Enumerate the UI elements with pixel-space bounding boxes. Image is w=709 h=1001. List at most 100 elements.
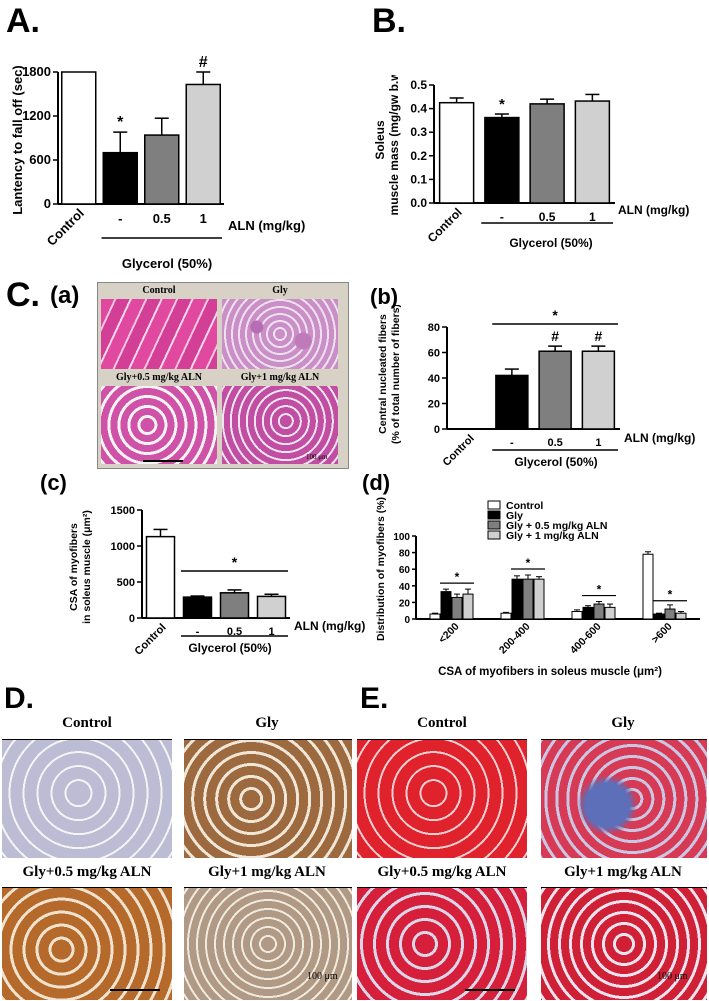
chart-b-y-tick-label: 0.1 bbox=[410, 172, 427, 186]
chart-cd-bar-0-2 bbox=[451, 596, 463, 620]
mt-image-gly bbox=[541, 739, 707, 858]
chart-a-y-tick-label: 0 bbox=[44, 196, 51, 211]
chart-cc-bar-2 bbox=[219, 592, 250, 619]
chart-cd-bar-1-1 bbox=[511, 578, 523, 620]
chart-cd-y-tick-label: 60 bbox=[399, 565, 411, 576]
chart-cd-legend-label-3: Gly + 1 mg/kg ALN bbox=[506, 530, 599, 542]
chart-cb-annotation-2: # bbox=[551, 328, 559, 344]
mt-image-gly-05 bbox=[357, 887, 527, 1000]
ihc-scale-bar-label: 100 μm bbox=[307, 971, 338, 982]
chart-b-bar-2 bbox=[529, 103, 565, 204]
he-label-gly: Gly bbox=[272, 285, 288, 296]
chart-cb-bar-1 bbox=[495, 374, 529, 430]
chart-a-y-tick-label: 1800 bbox=[22, 64, 51, 79]
ihc-image-control bbox=[2, 739, 172, 858]
panel-letter-c-b: (b) bbox=[370, 284, 399, 309]
chart-cc-x-label-1: - bbox=[196, 626, 200, 638]
he-micrograph-grid: Control Gly Gly+0.5 mg/kg ALN Gly+1 mg/k… bbox=[97, 282, 349, 469]
chart-cd: Distribution of myofibers (%) 0 20 40 60 80 1… bbox=[375, 497, 700, 678]
chart-b-y-tick-label: 0.4 bbox=[410, 102, 427, 116]
chart-a-x-label-3: 1 bbox=[200, 211, 207, 226]
mt-label-gly-05: Gly+0.5 mg/kg ALN bbox=[377, 864, 507, 880]
chart-a-ylabel: Lantency to fall off (sec) bbox=[10, 65, 25, 215]
panel-letter-c: C. bbox=[6, 276, 40, 314]
ihc-label-control: Control bbox=[62, 715, 112, 731]
chart-b-y-tick-label: 0.2 bbox=[410, 149, 427, 163]
chart-cb-x-label-2: 0.5 bbox=[547, 437, 562, 449]
chart-cd-annotation-1: * bbox=[526, 556, 531, 570]
chart-b-y-tick-label: 0.3 bbox=[410, 125, 427, 139]
chart-cd-bar-0-3 bbox=[462, 593, 474, 620]
chart-cb-bar-3 bbox=[581, 350, 616, 430]
chart-b-group-label: Glycerol (50%) bbox=[509, 236, 592, 250]
chart-b-bar-1 bbox=[484, 116, 520, 204]
chart-cd-ylabel: Distribution of myofibers (%) bbox=[375, 497, 387, 641]
chart-cd-bar-3-2 bbox=[664, 608, 676, 620]
he-label-gly-05: Gly+0.5 mg/kg ALN bbox=[116, 372, 202, 383]
he-image-control bbox=[101, 299, 217, 369]
chart-cc: CSA of myofibers in soleus muscle (μm²) … bbox=[68, 505, 365, 658]
he-image-gly-1 bbox=[222, 386, 338, 464]
chart-b-annotation-1: * bbox=[499, 96, 505, 113]
chart-a-y-tick-label: 600 bbox=[29, 152, 51, 167]
panel-letter-d: D. bbox=[4, 682, 34, 715]
chart-cc-x-label-2: 0.5 bbox=[227, 626, 242, 638]
mt-label-gly-1: Gly+1 mg/kg ALN bbox=[564, 864, 682, 880]
chart-cc-y-tick-label: 0 bbox=[129, 613, 135, 625]
he-scale-bar-line bbox=[143, 460, 183, 462]
mt-scale-bar-line bbox=[465, 989, 515, 991]
chart-a-bar-0 bbox=[61, 71, 97, 205]
he-label-control: Control bbox=[142, 285, 176, 296]
ihc-label-gly-05: Gly+0.5 mg/kg ALN bbox=[22, 864, 152, 880]
mt-image-control bbox=[357, 739, 527, 858]
chart-cb-y-tick-label: 80 bbox=[428, 322, 440, 334]
chart-cd-annotation-2: * bbox=[597, 583, 602, 597]
chart-a-bar-2 bbox=[144, 134, 180, 205]
panel-letter-c-d: (d) bbox=[362, 470, 391, 495]
chart-a-aln-label: ALN (mg/kg) bbox=[228, 218, 305, 233]
chart-cd-bar-2-0 bbox=[571, 611, 583, 620]
chart-cd-legend-swatch-2 bbox=[487, 520, 501, 530]
chart-b-ylabel-line1: Soleus bbox=[373, 120, 387, 160]
chart-cd-y-tick-label: 80 bbox=[399, 549, 411, 560]
chart-cd-bar-2-1 bbox=[582, 606, 594, 620]
chart-cd-bar-2-2 bbox=[593, 603, 605, 620]
chart-cd-bar-3-1 bbox=[653, 613, 665, 620]
ihc-micrograph-grid: Control Gly Gly+0.5 mg/kg ALN Gly+1 mg/k… bbox=[2, 715, 352, 1000]
mt-scale-bar-label: 100 μm bbox=[657, 971, 688, 982]
he-scale-bar-label: 100 μm bbox=[306, 453, 328, 461]
chart-cc-aln-label: ALN (mg/kg) bbox=[294, 619, 365, 633]
chart-cb-ylabel-line1: Central nucleated fibers bbox=[377, 314, 389, 434]
chart-a-y-tick-label: 1200 bbox=[22, 108, 51, 123]
chart-cd-y-tick-label: 100 bbox=[393, 532, 410, 543]
ihc-label-gly-1: Gly+1 mg/kg ALN bbox=[208, 864, 326, 880]
chart-cb-bar-2 bbox=[538, 350, 572, 430]
chart-cc-bracket-label: * bbox=[232, 554, 238, 570]
chart-cd-legend-swatch-0 bbox=[487, 500, 501, 510]
chart-cb-ylabel-line2: (% of total number of fibers) bbox=[390, 305, 402, 444]
chart-b-x-label-1: - bbox=[500, 210, 504, 224]
chart-cd-xlabel: CSA of myofibers in soleus muscle (μm²) bbox=[438, 666, 662, 678]
chart-a-x-label-control: Control bbox=[44, 206, 87, 249]
chart-cc-ylabel-line2: in soleus muscle (μm²) bbox=[81, 510, 93, 624]
panel-letter-c-a: (a) bbox=[50, 282, 80, 309]
chart-b-bar-3 bbox=[574, 100, 611, 204]
mt-image-gly-1 bbox=[541, 887, 707, 1000]
chart-a-annotation-3: # bbox=[199, 54, 208, 71]
chart-cd-x-label-1: 200-400 bbox=[497, 621, 533, 657]
ihc-label-gly: Gly bbox=[255, 715, 279, 731]
chart-cc-group-label: Glycerol (50%) bbox=[188, 641, 271, 655]
chart-a-x-label-2: 0.5 bbox=[153, 211, 171, 226]
chart-b-ylabel-line2: muscle mass (mg/gw b.w.) bbox=[387, 75, 401, 215]
he-image-gly bbox=[222, 299, 338, 369]
panel-letter-c-c: (c) bbox=[40, 470, 67, 495]
chart-cd-legend-label-1: Gly bbox=[506, 510, 523, 522]
chart-cc-bar-1 bbox=[182, 596, 213, 619]
mt-label-control: Control bbox=[417, 715, 467, 731]
chart-cd-y-tick-label: 40 bbox=[399, 582, 411, 593]
chart-cd-y-tick-label: 0 bbox=[404, 615, 410, 626]
chart-cc-y-tick-label: 500 bbox=[117, 577, 135, 589]
chart-cb-y-tick-label: 40 bbox=[428, 373, 440, 385]
ihc-image-gly-05 bbox=[2, 887, 172, 1000]
chart-cd-bar-1-2 bbox=[522, 578, 534, 620]
